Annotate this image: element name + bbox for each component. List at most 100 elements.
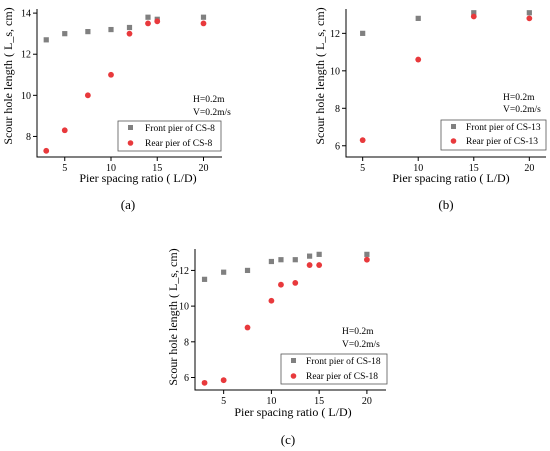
data-point-front-a	[145, 14, 151, 20]
data-point-front-a	[85, 29, 91, 35]
annotation-height-a: H=0.2m	[193, 95, 225, 105]
annotation-height-c: H=0.2m	[342, 327, 374, 337]
data-point-front-c	[201, 276, 208, 282]
x-tick-label-a: 5	[62, 163, 67, 174]
x-tick-label-b: 10	[413, 163, 423, 174]
data-point-rear-c	[244, 324, 251, 331]
y-axis-label-a: Scour hole length ( L_s, cm)	[1, 7, 15, 144]
annotation-height-b: H=0.2m	[503, 93, 535, 103]
y-tick-label-b: 8	[335, 104, 340, 115]
data-point-rear-a	[200, 20, 207, 27]
x-tick-label-a: 20	[199, 163, 209, 174]
data-point-rear-c	[292, 280, 299, 286]
y-axis-label-b: Scour hole length ( L_s, cm)	[313, 7, 327, 144]
legend-marker-rear-c	[290, 373, 297, 379]
data-point-rear-c	[364, 256, 370, 263]
data-point-front-a	[108, 26, 114, 33]
legend-label-rear-c: Rear pier of CS-18	[306, 371, 378, 382]
data-point-front-a	[62, 31, 68, 37]
y-axis-label-c: Scour hole length ( L_s, cm)	[166, 248, 180, 385]
x-tick-label-a: 10	[106, 163, 116, 174]
axes-a	[36, 9, 222, 158]
panel-label-a: (a)	[121, 197, 135, 212]
data-point-rear-c	[316, 262, 323, 268]
legend-label-front-a: Front pier of CS-8	[145, 123, 215, 134]
data-point-front-b	[471, 10, 477, 16]
y-tick-label-a: 8	[26, 132, 31, 143]
data-point-front-c	[278, 257, 284, 263]
y-tick-label-a: 10	[21, 91, 31, 102]
data-point-front-a	[200, 14, 207, 20]
data-point-rear-c	[268, 297, 275, 304]
y-tick-label-c: 8	[184, 337, 189, 348]
x-tick-label-c: 20	[362, 396, 372, 407]
data-point-front-a	[126, 24, 133, 31]
y-tick-label-b: 12	[330, 29, 340, 40]
data-point-rear-b	[415, 56, 422, 63]
x-tick-label-c: 10	[266, 396, 276, 407]
data-point-rear-a	[61, 127, 68, 134]
data-point-rear-b	[359, 137, 366, 144]
data-point-front-b	[526, 10, 532, 16]
x-tick-label-b: 20	[524, 163, 534, 174]
x-axis-label-c: Pier spacing ratio ( L/D)	[234, 405, 351, 419]
y-tick-label-c: 12	[179, 266, 189, 277]
data-point-rear-a	[154, 18, 161, 25]
data-point-front-c	[364, 251, 370, 257]
chart-panel-b: Scour hole length ( L_s, cm) Pier spacin…	[313, 7, 547, 212]
data-point-rear-b	[470, 13, 477, 20]
legend-b: Front pier of CS-13 Rear pier of CS-13	[440, 119, 547, 151]
chart-panel-a: Scour hole length ( L_s, cm) Pier spacin…	[1, 7, 231, 212]
x-tick-label-b: 5	[360, 163, 365, 174]
data-point-front-c	[244, 267, 251, 274]
x-tick-label-b: 15	[469, 163, 479, 174]
data-point-front-c	[221, 269, 227, 275]
data-point-rear-c	[201, 379, 208, 386]
x-tick-label-c: 15	[314, 396, 324, 407]
annotation-velocity-b: V=0.2m/s	[503, 105, 541, 115]
legend-marker-front-b	[451, 124, 456, 129]
data-point-rear-a	[43, 147, 50, 154]
panel-label-b: (b)	[438, 197, 453, 212]
x-axis-label-b: Pier spacing ratio ( L/D)	[392, 171, 509, 185]
x-tick-label-c: 5	[221, 396, 226, 407]
legend-label-front-c: Front pier of CS-18	[306, 356, 381, 367]
legend-marker-front-c	[291, 358, 296, 363]
data-point-rear-a	[108, 71, 114, 78]
legend-label-front-b: Front pier of CS-13	[466, 122, 541, 133]
panel-label-c: (c)	[281, 432, 295, 447]
data-point-front-c	[292, 257, 298, 263]
y-tick-label-c: 6	[184, 373, 189, 384]
chart-panel-c: Scour hole length ( L_s, cm) Pier spacin…	[166, 248, 388, 447]
legend-c: Front pier of CS-18 Rear pier of CS-18	[280, 353, 388, 385]
y-tick-label-a: 14	[21, 9, 31, 20]
data-point-rear-c	[306, 262, 313, 268]
data-point-rear-c	[278, 281, 284, 288]
axes-b	[345, 9, 546, 158]
annotation-velocity-c: V=0.2m/s	[342, 340, 380, 350]
x-tick-label-a: 15	[152, 163, 162, 174]
y-tick-label-a: 12	[21, 50, 31, 61]
data-point-front-c	[307, 253, 313, 259]
legend-label-rear-a: Rear pier of CS-8	[145, 138, 213, 149]
legend-label-rear-b: Rear pier of CS-13	[466, 136, 538, 147]
data-point-rear-b	[526, 15, 533, 22]
y-tick-label-c: 10	[179, 302, 189, 313]
data-point-front-a	[43, 37, 49, 43]
y-tick-label-b: 6	[335, 141, 340, 152]
data-point-front-c	[268, 258, 274, 265]
data-point-rear-a	[84, 92, 91, 99]
data-point-rear-c	[220, 377, 227, 384]
data-point-front-c	[316, 251, 322, 257]
data-point-front-b	[360, 30, 366, 36]
x-axis-label-a: Pier spacing ratio ( L/D)	[79, 171, 196, 185]
legend-marker-rear-b	[450, 138, 457, 144]
legend-a: Front pier of CS-8 Rear pier of CS-8	[117, 120, 222, 152]
data-point-rear-a	[145, 20, 151, 27]
data-point-front-b	[415, 15, 421, 21]
legend-marker-rear-a	[127, 140, 134, 146]
y-tick-label-b: 10	[330, 66, 340, 77]
annotation-velocity-a: V=0.2m/s	[193, 108, 231, 118]
legend-marker-front-a	[128, 125, 133, 130]
